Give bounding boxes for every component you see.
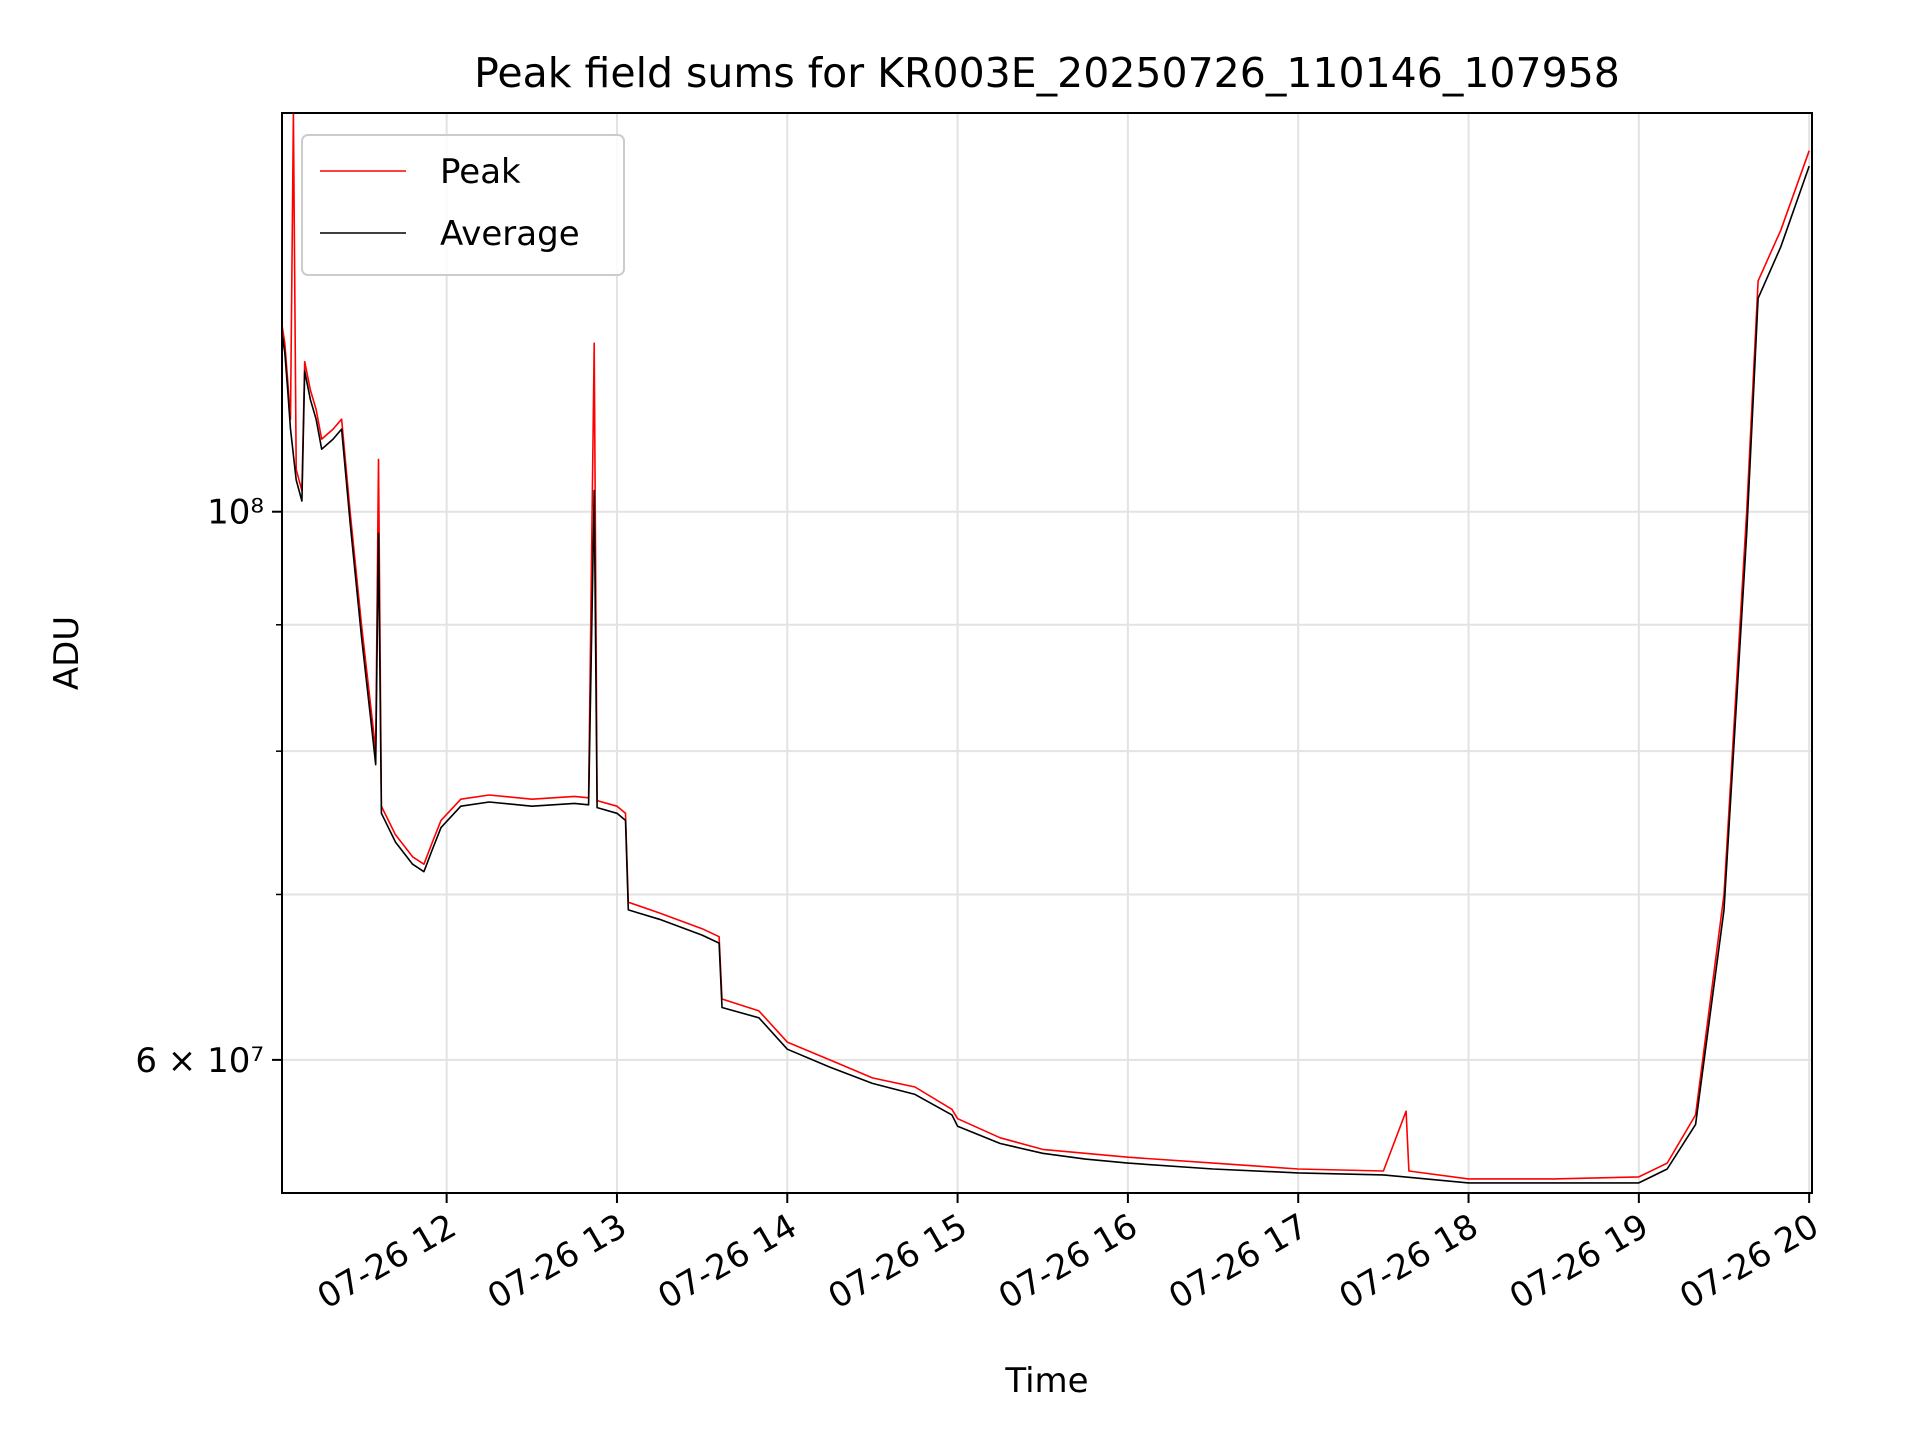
legend: Peak Average — [301, 134, 625, 276]
legend-label-peak: Peak — [440, 152, 521, 192]
plot-frame — [281, 112, 1813, 1194]
gridlines — [282, 113, 1812, 1193]
series-line-peak — [281, 112, 1810, 1180]
y-tick-label: 10⁸ — [207, 493, 264, 533]
y-tick-label: 6 × 10⁷ — [135, 1041, 264, 1081]
series-lines — [281, 112, 1810, 1184]
chart-title: Peak field sums for KR003E_20250726_1101… — [474, 49, 1620, 97]
y-axis-label: ADU — [47, 616, 87, 690]
series-line-average — [281, 165, 1810, 1184]
legend-label-average: Average — [440, 214, 580, 254]
legend-box — [301, 134, 625, 276]
x-axis-label: Time — [1004, 1361, 1088, 1401]
